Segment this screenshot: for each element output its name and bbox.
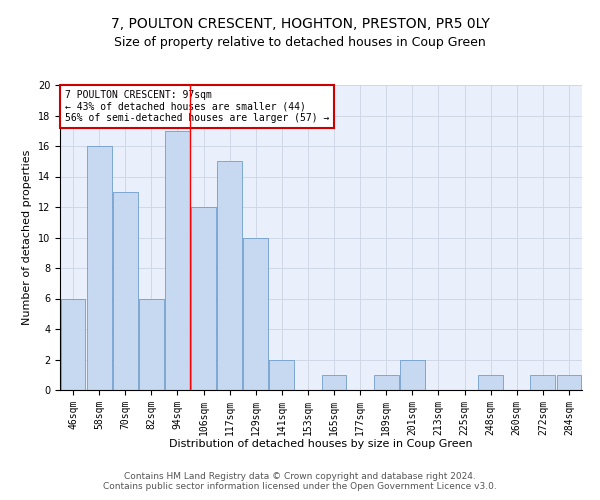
Text: Contains public sector information licensed under the Open Government Licence v3: Contains public sector information licen… <box>103 482 497 491</box>
Text: Size of property relative to detached houses in Coup Green: Size of property relative to detached ho… <box>114 36 486 49</box>
Bar <box>87 146 112 390</box>
Bar <box>478 375 503 390</box>
Text: Contains HM Land Registry data © Crown copyright and database right 2024.: Contains HM Land Registry data © Crown c… <box>124 472 476 481</box>
Bar <box>269 360 294 390</box>
Text: 7 POULTON CRESCENT: 97sqm
← 43% of detached houses are smaller (44)
56% of semi-: 7 POULTON CRESCENT: 97sqm ← 43% of detac… <box>65 90 329 123</box>
Bar <box>191 207 216 390</box>
Bar <box>244 238 268 390</box>
Bar <box>165 130 190 390</box>
Bar <box>322 375 346 390</box>
Bar <box>217 161 242 390</box>
Bar <box>400 360 425 390</box>
Bar <box>61 298 85 390</box>
Bar <box>139 298 164 390</box>
Bar <box>557 375 581 390</box>
Text: 7, POULTON CRESCENT, HOGHTON, PRESTON, PR5 0LY: 7, POULTON CRESCENT, HOGHTON, PRESTON, P… <box>110 18 490 32</box>
Y-axis label: Number of detached properties: Number of detached properties <box>22 150 32 325</box>
X-axis label: Distribution of detached houses by size in Coup Green: Distribution of detached houses by size … <box>169 439 473 449</box>
Bar <box>113 192 137 390</box>
Bar <box>374 375 398 390</box>
Bar <box>530 375 555 390</box>
